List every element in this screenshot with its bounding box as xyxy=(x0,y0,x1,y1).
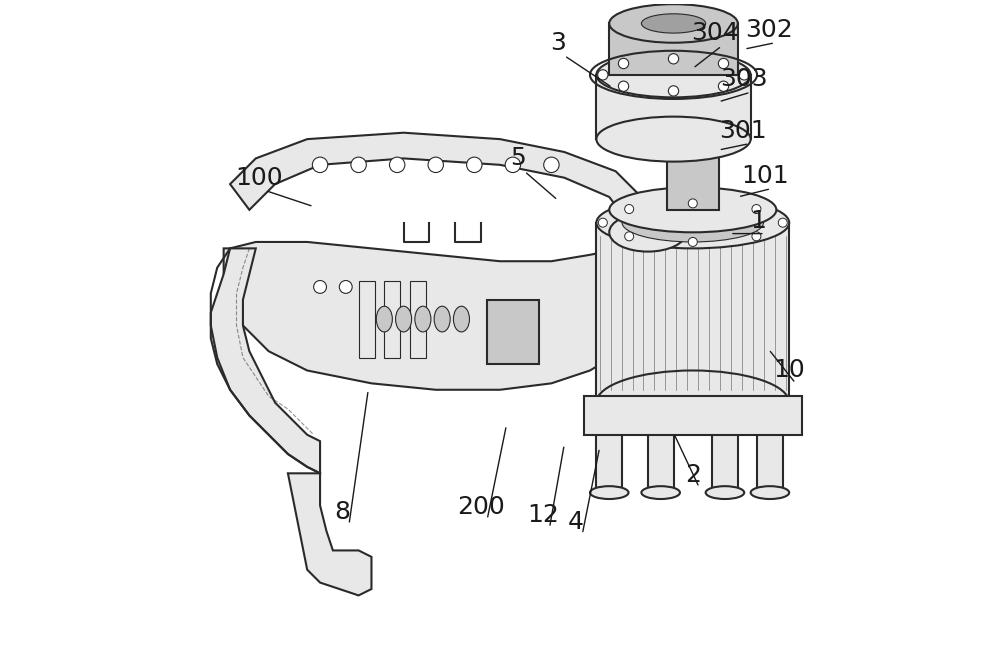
Circle shape xyxy=(739,70,749,80)
Circle shape xyxy=(668,53,679,64)
Bar xyxy=(667,146,719,210)
Ellipse shape xyxy=(376,306,392,332)
Bar xyxy=(487,300,539,364)
Text: 100: 100 xyxy=(235,166,283,189)
Circle shape xyxy=(625,232,634,241)
Text: 101: 101 xyxy=(741,164,789,187)
Polygon shape xyxy=(288,473,371,596)
Circle shape xyxy=(688,238,697,247)
Circle shape xyxy=(618,81,629,91)
Polygon shape xyxy=(224,242,648,390)
Bar xyxy=(584,396,802,435)
Ellipse shape xyxy=(751,486,789,499)
Circle shape xyxy=(351,157,366,173)
Text: 12: 12 xyxy=(527,503,559,527)
Circle shape xyxy=(312,157,328,173)
Circle shape xyxy=(428,157,443,173)
Text: 4: 4 xyxy=(568,510,584,534)
Ellipse shape xyxy=(590,486,629,499)
Circle shape xyxy=(778,218,787,227)
Bar xyxy=(596,428,622,493)
Ellipse shape xyxy=(396,306,412,332)
Bar xyxy=(757,428,783,493)
Circle shape xyxy=(598,218,607,227)
Ellipse shape xyxy=(609,187,776,232)
Circle shape xyxy=(618,59,629,68)
Ellipse shape xyxy=(609,213,686,251)
Text: 302: 302 xyxy=(745,18,793,42)
Circle shape xyxy=(544,157,559,173)
Text: 2: 2 xyxy=(685,463,701,486)
Bar xyxy=(712,428,738,493)
Ellipse shape xyxy=(596,117,751,161)
Circle shape xyxy=(598,70,608,80)
Ellipse shape xyxy=(641,486,680,499)
Text: 5: 5 xyxy=(510,146,526,171)
Text: 3: 3 xyxy=(550,31,566,55)
Ellipse shape xyxy=(706,486,744,499)
Bar xyxy=(359,281,375,357)
Ellipse shape xyxy=(609,4,738,43)
Circle shape xyxy=(339,281,352,294)
Text: 303: 303 xyxy=(720,67,768,91)
Circle shape xyxy=(718,59,729,68)
Bar xyxy=(596,75,751,139)
Text: 10: 10 xyxy=(773,359,805,383)
Circle shape xyxy=(752,204,761,214)
Ellipse shape xyxy=(622,203,763,242)
Polygon shape xyxy=(211,249,320,473)
Circle shape xyxy=(467,157,482,173)
Circle shape xyxy=(752,232,761,241)
Circle shape xyxy=(688,199,697,208)
Ellipse shape xyxy=(596,52,751,98)
Bar xyxy=(648,428,674,493)
Bar xyxy=(384,281,400,357)
Text: 301: 301 xyxy=(719,118,767,143)
Ellipse shape xyxy=(596,197,789,249)
Circle shape xyxy=(625,204,634,214)
Ellipse shape xyxy=(596,370,789,435)
Text: 8: 8 xyxy=(335,500,351,524)
Bar xyxy=(410,281,426,357)
Ellipse shape xyxy=(434,306,450,332)
Circle shape xyxy=(668,86,679,96)
Ellipse shape xyxy=(415,306,431,332)
Circle shape xyxy=(718,81,729,91)
Text: 1: 1 xyxy=(750,209,766,233)
Bar xyxy=(596,223,789,402)
Circle shape xyxy=(389,157,405,173)
Circle shape xyxy=(314,281,326,294)
Bar xyxy=(609,23,738,75)
Polygon shape xyxy=(230,133,648,261)
Ellipse shape xyxy=(453,306,469,332)
Text: 304: 304 xyxy=(691,21,739,45)
Circle shape xyxy=(505,157,521,173)
Text: 200: 200 xyxy=(457,495,505,519)
Ellipse shape xyxy=(641,14,706,33)
